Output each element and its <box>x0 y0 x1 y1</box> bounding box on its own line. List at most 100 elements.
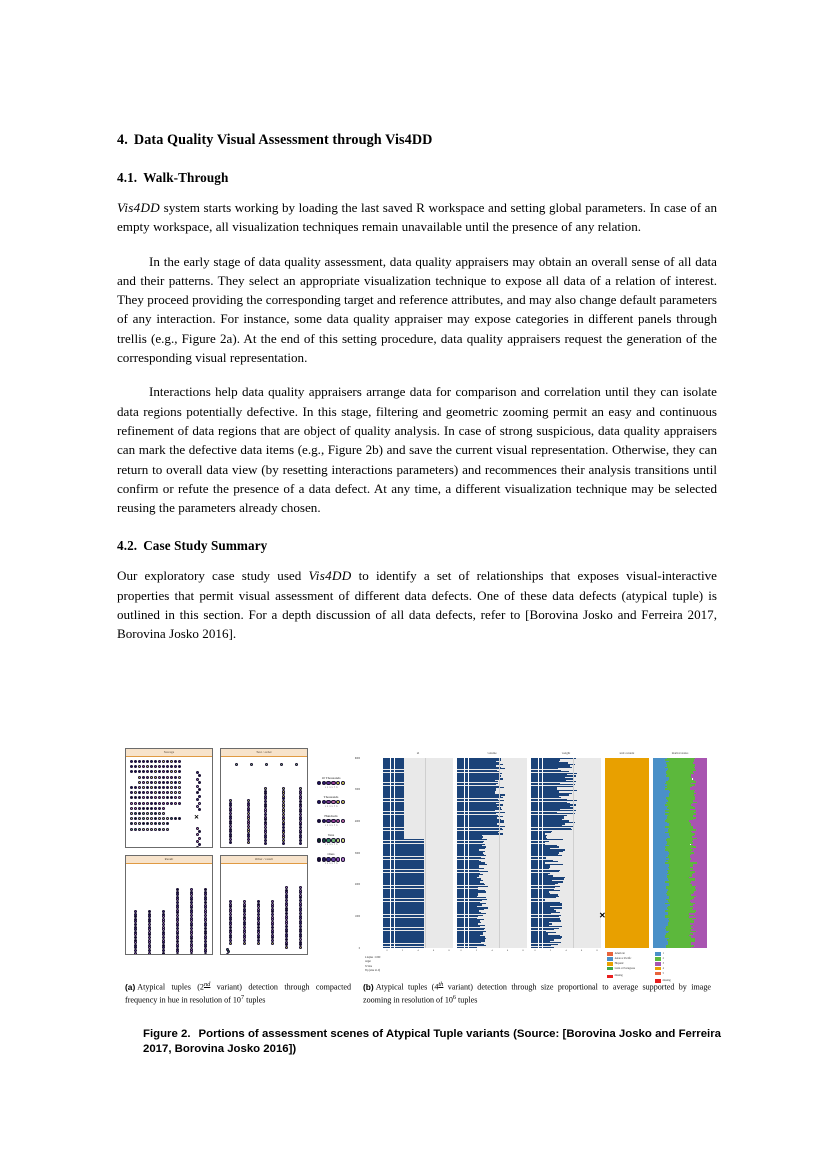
data-point <box>281 797 285 801</box>
legend-tick-label: 1 <box>324 823 326 827</box>
table-row <box>669 823 692 825</box>
table-row <box>653 834 670 837</box>
table-row <box>531 760 559 763</box>
data-point <box>166 801 170 805</box>
table-row <box>457 772 503 774</box>
table-row <box>694 878 707 880</box>
table-row <box>689 934 707 937</box>
table-row <box>666 775 691 777</box>
data-point <box>257 910 261 914</box>
table-row <box>696 829 707 831</box>
data-point <box>246 827 250 831</box>
data-point <box>196 784 200 788</box>
table-row <box>653 904 670 906</box>
table-row <box>383 847 424 850</box>
legend-group-title: Hundreds <box>324 814 338 819</box>
table-row <box>664 910 697 912</box>
table-row <box>383 846 424 848</box>
table-row <box>531 927 559 929</box>
data-point <box>154 780 158 784</box>
table-row <box>653 823 670 825</box>
table-row <box>664 826 693 828</box>
data-point <box>148 912 152 916</box>
table-row <box>667 860 690 863</box>
trellis-panel-0: Storage✕050100150200250020406080100 <box>125 748 213 848</box>
data-point <box>162 910 166 914</box>
table-row <box>383 842 424 844</box>
data-point <box>166 822 170 826</box>
data-point <box>204 893 208 897</box>
table-row <box>383 797 404 799</box>
column-header: unit content <box>619 751 635 755</box>
legend-label: Latin or Portuguese <box>614 966 636 970</box>
table-row <box>690 855 707 857</box>
table-row <box>531 775 577 777</box>
data-point <box>285 891 289 895</box>
data-point <box>178 760 182 764</box>
legend-swatch <box>316 800 321 805</box>
data-point <box>178 775 182 779</box>
table-row <box>669 868 694 870</box>
data-point <box>196 833 200 837</box>
table-row <box>665 810 696 812</box>
table-row <box>457 820 504 822</box>
column-gridline <box>425 758 426 948</box>
table-row <box>689 905 707 908</box>
data-point <box>130 817 134 821</box>
table-row <box>669 904 694 906</box>
subsection-title: Walk-Through <box>143 170 229 185</box>
table-row <box>690 946 707 948</box>
data-point <box>148 943 152 947</box>
table-row <box>457 878 482 880</box>
legend-swatch <box>607 967 613 971</box>
table-row <box>653 840 668 843</box>
subcaption-b-sup: 6 <box>452 994 457 1002</box>
legend-swatch <box>321 838 326 843</box>
data-point <box>166 827 170 831</box>
table-row <box>692 818 707 821</box>
table-row <box>666 772 694 774</box>
data-point <box>142 796 146 800</box>
table-row <box>666 797 695 799</box>
table-row <box>653 916 666 918</box>
data-point <box>138 770 142 774</box>
data-point <box>257 913 261 917</box>
table-row <box>531 801 567 803</box>
table-row <box>531 920 562 922</box>
table-row <box>383 901 424 903</box>
table-row <box>457 845 483 847</box>
data-point <box>142 827 146 831</box>
table-row <box>457 900 483 902</box>
table-row <box>690 804 707 806</box>
table-row <box>692 927 707 930</box>
legend-swatch <box>336 819 341 824</box>
legend-tick-label: 1 <box>324 842 326 846</box>
table-row <box>653 918 669 921</box>
data-point <box>166 786 170 790</box>
table-row <box>653 782 666 785</box>
data-point <box>150 822 154 826</box>
table-row <box>653 879 669 882</box>
data-point <box>162 801 166 805</box>
data-point <box>190 895 194 899</box>
table-row <box>653 920 669 922</box>
table-row <box>383 920 424 922</box>
table-row <box>693 868 707 870</box>
table-row <box>665 881 691 883</box>
table-row <box>667 869 690 872</box>
table-row <box>531 930 547 932</box>
table-row <box>457 887 478 889</box>
data-point <box>198 794 202 798</box>
data-point <box>190 919 194 923</box>
table-row <box>457 858 485 860</box>
table-row <box>653 936 665 938</box>
y-tick-label: 6000 <box>354 756 360 760</box>
data-point <box>246 804 250 808</box>
data-point <box>226 952 230 954</box>
column-gridline <box>538 758 539 948</box>
column-gridline <box>394 758 395 948</box>
data-point <box>257 939 261 943</box>
table-row <box>653 766 666 769</box>
legend-swatch <box>316 781 321 786</box>
